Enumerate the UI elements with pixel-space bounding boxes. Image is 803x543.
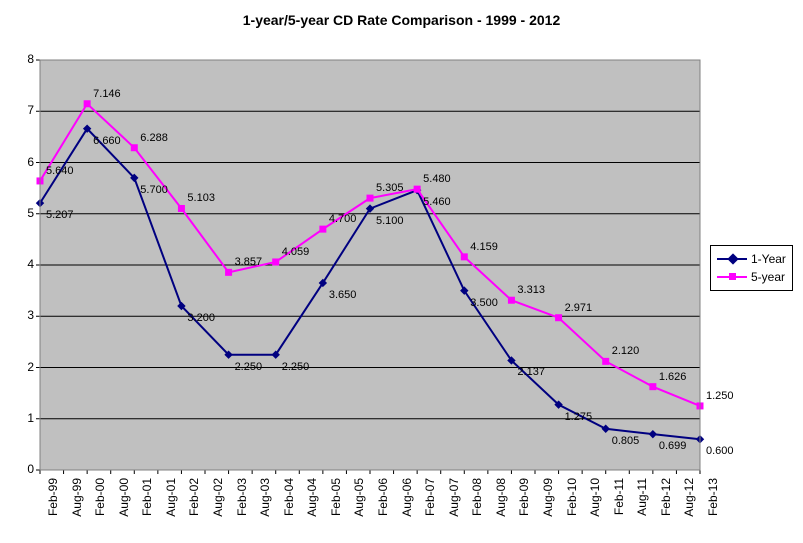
data-label: 0.805 xyxy=(612,435,640,447)
x-tick-label: Feb-00 xyxy=(93,478,107,524)
x-tick-label: Feb-06 xyxy=(376,478,390,524)
data-label: 5.305 xyxy=(376,182,404,194)
x-tick-label: Aug-12 xyxy=(682,478,696,524)
data-label: 5.700 xyxy=(140,184,168,196)
y-tick-label: 8 xyxy=(14,52,34,66)
y-tick-label: 6 xyxy=(14,155,34,169)
chart-container: 1-year/5-year CD Rate Comparison - 1999 … xyxy=(0,0,803,543)
legend-item: 1-Year xyxy=(717,250,786,268)
y-tick-label: 0 xyxy=(14,462,34,476)
x-tick-label: Feb-10 xyxy=(565,478,579,524)
data-label: 5.103 xyxy=(187,192,215,204)
data-label: 5.100 xyxy=(376,215,404,227)
data-label: 6.288 xyxy=(140,132,168,144)
data-label: 6.660 xyxy=(93,135,121,147)
data-label: 0.600 xyxy=(706,445,734,457)
data-label: 3.500 xyxy=(470,297,498,309)
x-tick-label: Aug-02 xyxy=(211,478,225,524)
x-tick-label: Aug-99 xyxy=(70,478,84,524)
data-label: 4.700 xyxy=(329,213,357,225)
data-label: 2.971 xyxy=(565,302,593,314)
x-tick-label: Aug-01 xyxy=(164,478,178,524)
chart-svg xyxy=(0,0,803,543)
data-label: 5.640 xyxy=(46,165,74,177)
data-label: 2.120 xyxy=(612,345,640,357)
y-tick-label: 1 xyxy=(14,411,34,425)
x-tick-label: Feb-08 xyxy=(470,478,484,524)
x-tick-label: Aug-03 xyxy=(258,478,272,524)
data-label: 0.699 xyxy=(659,440,687,452)
y-tick-label: 5 xyxy=(14,206,34,220)
data-label: 1.626 xyxy=(659,371,687,383)
legend-marker xyxy=(729,273,736,280)
legend-label: 1-Year xyxy=(751,252,786,266)
data-label: 3.313 xyxy=(517,284,545,296)
data-label: 1.250 xyxy=(706,390,734,402)
data-label: 7.146 xyxy=(93,88,121,100)
x-tick-label: Feb-11 xyxy=(612,478,626,524)
x-tick-label: Aug-10 xyxy=(588,478,602,524)
x-tick-label: Aug-11 xyxy=(635,478,649,524)
data-label: 3.857 xyxy=(235,256,263,268)
x-tick-label: Feb-02 xyxy=(187,478,201,524)
legend-item: 5-year xyxy=(717,268,786,286)
data-label: 2.250 xyxy=(282,361,310,373)
x-tick-label: Feb-09 xyxy=(517,478,531,524)
x-tick-label: Aug-00 xyxy=(117,478,131,524)
x-tick-label: Aug-07 xyxy=(447,478,461,524)
legend: 1-Year 5-year xyxy=(710,245,793,291)
data-label: 3.650 xyxy=(329,289,357,301)
x-tick-label: Aug-06 xyxy=(400,478,414,524)
y-tick-label: 2 xyxy=(14,360,34,374)
data-label: 4.159 xyxy=(470,241,498,253)
data-label: 1.275 xyxy=(565,411,593,423)
legend-line-sample xyxy=(717,258,747,260)
x-tick-label: Feb-04 xyxy=(282,478,296,524)
x-tick-label: Aug-09 xyxy=(541,478,555,524)
y-tick-label: 7 xyxy=(14,103,34,117)
x-tick-label: Feb-01 xyxy=(140,478,154,524)
x-tick-label: Aug-05 xyxy=(352,478,366,524)
data-label: 2.250 xyxy=(235,361,263,373)
x-tick-label: Feb-99 xyxy=(46,478,60,524)
data-label: 5.480 xyxy=(423,173,451,185)
data-label: 3.200 xyxy=(187,312,215,324)
y-tick-label: 3 xyxy=(14,308,34,322)
data-label: 4.059 xyxy=(282,246,310,258)
legend-label: 5-year xyxy=(751,270,785,284)
data-label: 2.137 xyxy=(517,366,545,378)
legend-marker xyxy=(727,253,738,264)
y-tick-label: 4 xyxy=(14,257,34,271)
x-tick-label: Feb-05 xyxy=(329,478,343,524)
legend-line-sample xyxy=(717,276,747,278)
x-tick-label: Aug-04 xyxy=(305,478,319,524)
x-tick-label: Feb-07 xyxy=(423,478,437,524)
data-label: 5.207 xyxy=(46,209,74,221)
x-tick-label: Feb-13 xyxy=(706,478,720,524)
x-tick-label: Aug-08 xyxy=(494,478,508,524)
x-tick-label: Feb-12 xyxy=(659,478,673,524)
x-tick-label: Feb-03 xyxy=(235,478,249,524)
data-label: 5.460 xyxy=(423,196,451,208)
